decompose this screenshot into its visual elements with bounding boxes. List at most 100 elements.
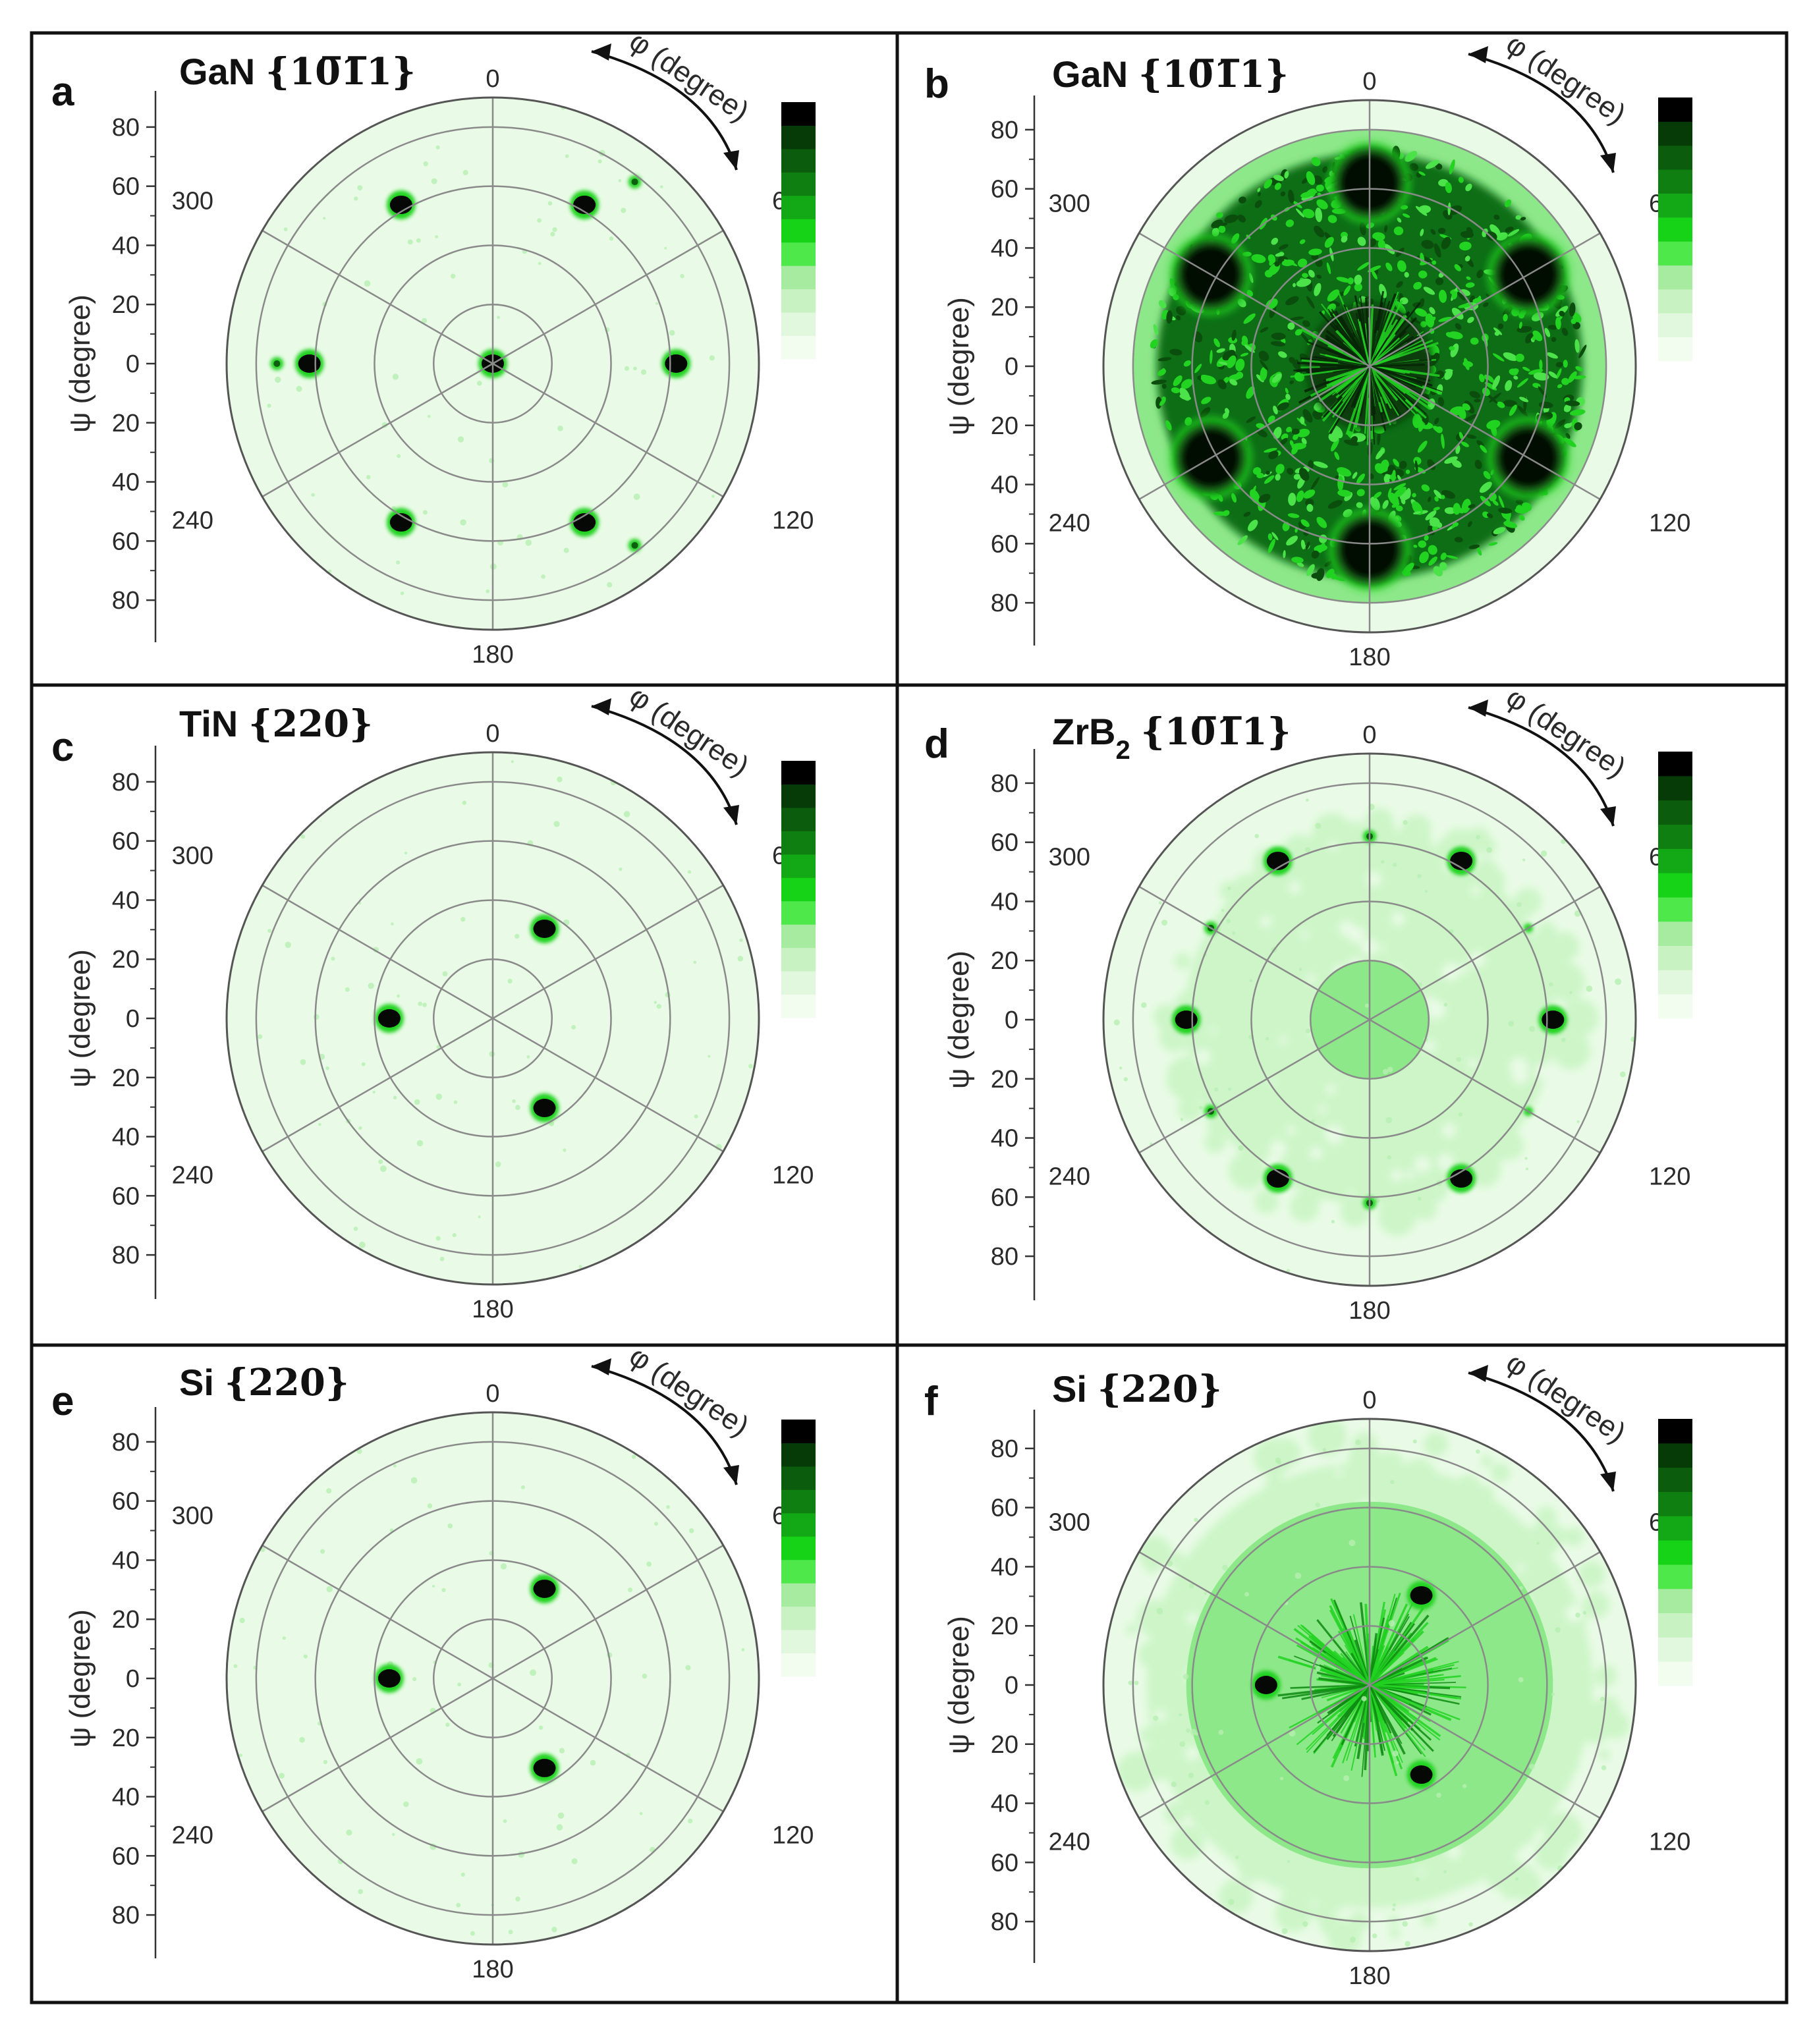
psi-tick-label: 60 <box>112 1488 140 1516</box>
intensity-map <box>233 1449 745 1936</box>
polar-grid <box>255 1412 731 1945</box>
psi-tick-label: 20 <box>991 294 1018 321</box>
colorbar-step <box>1658 145 1692 170</box>
phi-axis-title: φ (degree) <box>1501 28 1632 130</box>
panel-title: Si {220} <box>1052 1367 1222 1411</box>
psi-axis-title: ψ (degree) <box>64 294 96 433</box>
psi-tick-label: 80 <box>112 114 140 142</box>
colorbar-step <box>1658 945 1692 970</box>
colorbar-step <box>1658 800 1692 825</box>
phi-direction-arrow <box>1468 53 1615 173</box>
psi-tick-label: 20 <box>112 946 140 974</box>
colorbar-step <box>1658 313 1692 338</box>
azimuth-label-0: 0 <box>1362 1387 1376 1414</box>
colorbar-step <box>781 947 816 972</box>
azimuth-label-300: 300 <box>1049 844 1090 871</box>
azimuth-label-300: 300 <box>172 1503 213 1530</box>
azimuth-label-0: 0 <box>486 1380 499 1408</box>
colorbar-step <box>781 1489 816 1514</box>
colorbar <box>1658 97 1692 362</box>
grid-spoke-240 <box>1138 1684 1370 1819</box>
psi-tick-label: 40 <box>112 887 140 914</box>
psi-tick-label: 80 <box>112 1242 140 1269</box>
pole-spot-1 <box>1538 1005 1568 1034</box>
colorbar-step <box>1658 217 1692 242</box>
panel-title: ZrB2 {10̅1̅1} <box>1052 710 1291 765</box>
psi-tick-label: 40 <box>991 235 1018 262</box>
colorbar-step <box>1658 824 1692 849</box>
colorbar-step <box>1658 1419 1692 1444</box>
grid-spoke-240 <box>262 1017 493 1153</box>
azimuth-label-240: 240 <box>1049 1828 1090 1856</box>
arrowhead-icon <box>723 1465 739 1485</box>
psi-tick-label: 20 <box>991 947 1018 975</box>
azimuth-label-240: 240 <box>1049 1163 1090 1190</box>
azimuth-label-0: 0 <box>486 65 499 93</box>
colorbar-step <box>1658 1637 1692 1662</box>
psi-tick-label: 80 <box>991 117 1018 144</box>
colorbar-step <box>1658 848 1692 873</box>
pole-spot-6 <box>386 190 416 219</box>
grid-spoke-300 <box>1138 1551 1370 1686</box>
pole-spot-7 <box>628 175 642 189</box>
colorbar-step <box>781 1512 816 1537</box>
arrowhead-icon <box>1468 46 1488 63</box>
psi-tick-label: 60 <box>112 828 140 856</box>
azimuth-label-240: 240 <box>1049 509 1090 537</box>
psi-tick-label: 0 <box>126 1665 140 1693</box>
pole-spot-2 <box>661 349 691 378</box>
pole-spot-3 <box>1263 1164 1293 1194</box>
psi-tick-label: 0 <box>1005 1672 1018 1699</box>
pole-figure-outline <box>225 1411 760 1946</box>
azimuth-label-300: 300 <box>172 842 213 870</box>
psi-tick-label: 40 <box>991 472 1018 499</box>
pole-spot-1 <box>530 1093 559 1123</box>
azimuth-label-300: 300 <box>1049 190 1090 218</box>
diffuse-zone-2 <box>1290 290 1443 445</box>
psi-tick-label: 40 <box>112 1784 140 1811</box>
colorbar-step <box>781 195 816 219</box>
arrowhead-icon <box>1600 806 1616 826</box>
colorbar-step <box>781 265 816 290</box>
psi-tick-label: 60 <box>112 528 140 555</box>
colorbar-step <box>781 831 816 855</box>
psi-axis: 80 60 40 20 0 20 40 60 80 ψ (degree) <box>64 746 157 1299</box>
psi-tick-label: 60 <box>991 530 1018 558</box>
psi-tick-label: 20 <box>112 410 140 437</box>
pole-figure-e: 0 180 300 240 60 120 80 60 40 20 0 20 40 60 80 ψ (degre… <box>51 1340 816 1983</box>
panel-letter: c <box>51 725 74 770</box>
colorbar-step <box>1658 121 1692 146</box>
pole-spot-4 <box>1171 1005 1201 1034</box>
azimuth-label-0: 0 <box>1362 721 1376 749</box>
azimuth-label-180: 180 <box>472 1296 513 1323</box>
polar-grid <box>255 752 731 1284</box>
colorbar-step <box>1658 752 1692 777</box>
colorbar-step <box>1658 1613 1692 1638</box>
colorbar-step <box>781 971 816 995</box>
pole-figure-a: 0 180 300 240 60 120 80 60 40 20 0 20 40 60 80 ψ (degre… <box>51 25 816 669</box>
colorbar-step <box>781 1653 816 1677</box>
colorbar-step <box>1658 1564 1692 1589</box>
psi-axis-title: ψ (degree) <box>64 949 96 1088</box>
psi-tick-label: 40 <box>991 1125 1018 1153</box>
pole-spot-1 <box>1406 1760 1436 1790</box>
colorbar <box>1658 752 1692 1019</box>
azimuth-label-120: 120 <box>772 507 814 534</box>
colorbar-step <box>1658 1491 1692 1516</box>
pole-figure-outline <box>1102 752 1637 1287</box>
colorbar-step <box>1658 994 1692 1019</box>
azimuth-label-300: 300 <box>172 188 213 215</box>
phi-direction-arrow <box>1468 706 1615 827</box>
psi-tick-label: 80 <box>112 769 140 796</box>
grid-spoke-60 <box>1369 232 1601 368</box>
pole-figure-outline <box>1102 99 1637 634</box>
arrowhead-icon <box>1600 153 1616 173</box>
azimuth-label-120: 120 <box>1649 1828 1690 1856</box>
pole-figure-d: 0 180 300 240 60 120 80 60 40 20 0 20 40 60 80 ψ (degre… <box>924 681 1692 1325</box>
diffuse-zone-1 <box>1150 146 1587 582</box>
pole-spot-0 <box>1447 846 1476 875</box>
polar-grid <box>1132 1419 1607 1951</box>
psi-tick-label: 80 <box>112 587 140 615</box>
colorbar-step <box>1658 1443 1692 1468</box>
pole-figure-f: 0 180 300 240 60 120 80 60 40 20 0 20 40 60 80 ψ (degre… <box>924 1346 1692 1990</box>
